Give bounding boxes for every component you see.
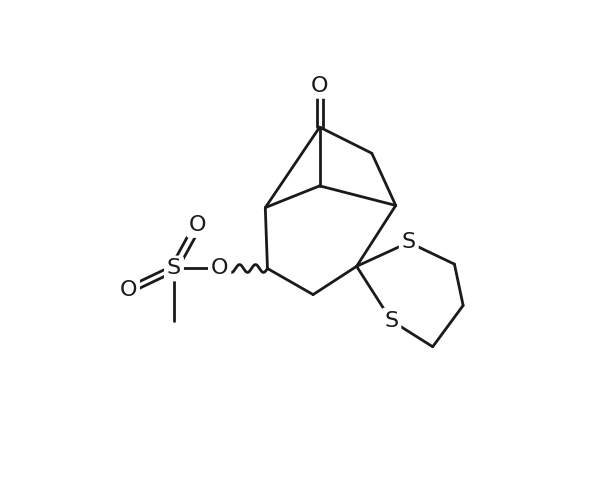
Text: O: O [119, 280, 137, 300]
Text: S: S [402, 232, 416, 252]
Text: S: S [167, 259, 181, 278]
Text: O: O [189, 215, 207, 235]
Text: S: S [384, 311, 399, 331]
Text: O: O [211, 259, 228, 278]
Text: O: O [311, 76, 328, 96]
